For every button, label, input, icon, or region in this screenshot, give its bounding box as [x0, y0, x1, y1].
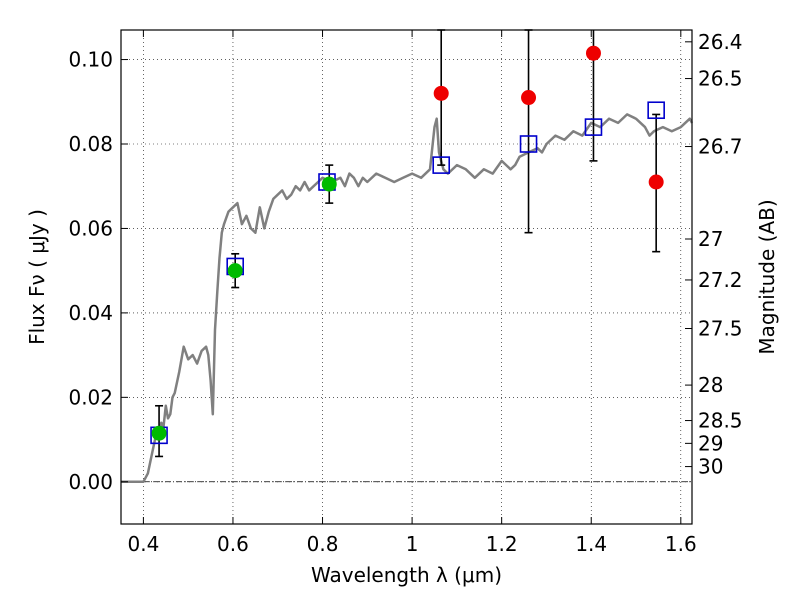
magnitude-tick-label: 27.2	[698, 268, 743, 292]
x-tick-label: 1.4	[575, 532, 607, 556]
magnitude-tick-label: 27.5	[698, 317, 743, 341]
y-tick-label: 0.00	[68, 470, 113, 494]
detection-point	[151, 425, 167, 441]
y-tick-label: 0.08	[68, 132, 113, 156]
error-bars	[155, 29, 661, 458]
x-tick-label: 0.8	[307, 532, 339, 556]
magnitude-tick-label: 28.5	[698, 409, 743, 433]
upper-point	[521, 90, 537, 106]
y2-axis-label: Magnitude (AB)	[755, 199, 779, 354]
model-point-square	[647, 101, 665, 120]
upper-point	[585, 45, 601, 61]
magnitude-tick-label: 27	[698, 227, 723, 251]
detection-point	[227, 263, 243, 279]
x-tick-label: 1.6	[665, 532, 697, 556]
x-axis-label: Wavelength λ (μm)	[311, 563, 502, 587]
x-tick-label: 1.2	[486, 532, 518, 556]
x-axis-ticks: 0.4 0.6 0.8 1 1.2 1.4 1.6	[127, 30, 697, 556]
x-tick-label: 0.4	[127, 532, 159, 556]
sed-model-line	[121, 113, 694, 484]
y-tick-label: 0.02	[68, 385, 113, 409]
y-tick-label: 0.04	[68, 301, 113, 325]
y-axis-label: Flux Fν ( μJy )	[25, 209, 49, 345]
detection-point	[321, 176, 337, 192]
magnitude-tick-label: 29	[698, 431, 723, 455]
upper-point	[433, 85, 449, 101]
detections	[151, 176, 337, 441]
magnitude-tick-label: 26.4	[698, 30, 743, 54]
sed-model-curve	[121, 113, 694, 484]
x-tick-label: 1	[406, 532, 419, 556]
upper-point	[648, 174, 664, 190]
x-tick-label: 0.6	[217, 532, 249, 556]
model-point-square	[519, 135, 538, 153]
plot-frame	[120, 29, 693, 525]
y-axis-ticks: 0.00 0.02 0.04 0.06 0.08 0.10	[68, 48, 128, 494]
y-tick-label: 0.06	[68, 216, 113, 240]
magnitude-tick-label: 28	[698, 373, 723, 397]
model-point-square	[584, 118, 603, 136]
grid	[121, 30, 692, 524]
upper-points	[433, 45, 664, 190]
magnitude-tick-label: 26.5	[698, 67, 743, 91]
magnitude-tick-label: 26.7	[698, 135, 743, 159]
model-point-square	[432, 156, 451, 174]
y-tick-label: 0.10	[68, 48, 113, 72]
magnitude-tick-label: 30	[698, 455, 723, 479]
